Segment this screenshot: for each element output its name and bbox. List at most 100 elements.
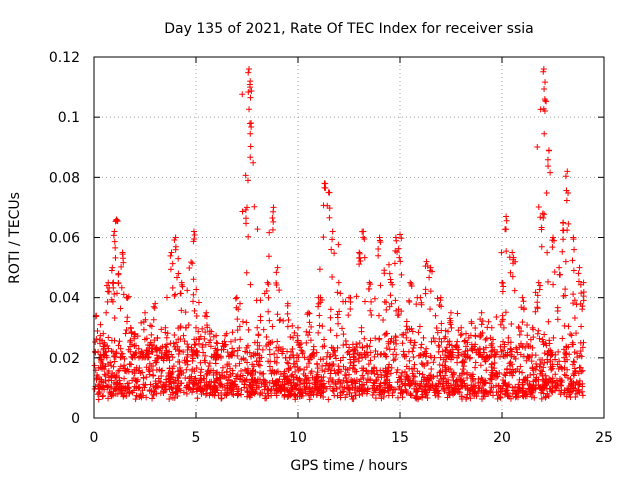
y-tick-label: 0.06	[49, 231, 80, 247]
data-point	[100, 392, 107, 399]
data-point	[477, 316, 484, 323]
data-point	[535, 279, 542, 286]
data-point	[382, 353, 389, 360]
x-axis-label: GPS time / hours	[290, 458, 407, 474]
data-point	[200, 387, 207, 394]
data-point	[515, 323, 522, 330]
data-point	[242, 377, 249, 384]
data-point	[406, 299, 413, 306]
data-point	[340, 388, 347, 395]
data-point	[175, 358, 182, 365]
data-point	[201, 357, 208, 364]
data-point	[327, 306, 334, 313]
data-point	[567, 394, 574, 401]
data-point	[124, 380, 131, 387]
data-point	[243, 220, 250, 227]
data-point	[579, 367, 586, 374]
data-point	[565, 386, 572, 393]
data-point	[349, 365, 356, 372]
data-point	[298, 347, 305, 354]
data-point	[126, 360, 133, 367]
data-point	[438, 320, 445, 327]
data-point	[152, 359, 159, 366]
data-point	[493, 351, 500, 358]
data-point	[150, 372, 157, 379]
data-point	[543, 376, 550, 383]
data-point	[433, 388, 440, 395]
y-tick-labels: 0 0.02 0.04 0.06 0.08 0.1 0.12	[49, 50, 80, 427]
data-point	[575, 270, 582, 277]
data-point	[448, 369, 455, 376]
data-point	[427, 264, 434, 271]
data-point	[103, 352, 110, 359]
data-point	[115, 279, 122, 286]
data-point	[188, 259, 195, 266]
data-point	[139, 387, 146, 394]
x-tick-label: 0	[90, 430, 99, 446]
data-point	[193, 336, 200, 343]
data-point	[401, 368, 408, 375]
data-point	[333, 385, 340, 392]
data-point	[532, 352, 539, 359]
data-point	[266, 351, 273, 358]
data-point	[305, 360, 312, 367]
data-point	[230, 391, 237, 398]
data-point	[255, 332, 262, 339]
data-point	[256, 358, 263, 365]
data-point	[325, 378, 332, 385]
data-point	[459, 359, 466, 366]
data-point	[294, 393, 301, 400]
data-point	[410, 353, 417, 360]
data-point	[205, 363, 212, 370]
data-point	[206, 392, 213, 399]
data-point	[361, 335, 368, 342]
data-point	[339, 325, 346, 332]
data-point	[237, 376, 244, 383]
data-point	[403, 363, 410, 370]
x-tick-label: 25	[595, 430, 613, 446]
data-point	[198, 366, 205, 373]
data-point	[423, 258, 430, 265]
data-point	[285, 317, 292, 324]
data-point	[194, 395, 201, 402]
data-point	[570, 236, 577, 243]
data-point	[473, 393, 480, 400]
data-point	[391, 260, 398, 267]
data-point	[448, 324, 455, 331]
data-point	[196, 385, 203, 392]
data-point	[337, 357, 344, 364]
data-point	[328, 246, 335, 253]
data-point	[367, 337, 374, 344]
data-point	[307, 388, 314, 395]
data-point	[110, 279, 117, 286]
data-point	[325, 396, 332, 403]
data-point	[327, 370, 334, 377]
data-point	[500, 338, 507, 345]
data-point	[178, 307, 185, 314]
data-point	[400, 331, 407, 338]
data-point	[233, 373, 240, 380]
data-point	[519, 381, 526, 388]
data-point	[499, 312, 506, 319]
data-point	[340, 363, 347, 370]
data-point	[104, 288, 111, 295]
data-point	[105, 395, 112, 402]
data-point	[385, 385, 392, 392]
data-point	[133, 384, 140, 391]
data-point	[292, 368, 299, 375]
data-point	[289, 345, 296, 352]
data-point	[293, 358, 300, 365]
data-point	[337, 380, 344, 387]
data-point	[287, 334, 294, 341]
data-point	[454, 310, 461, 317]
data-point	[486, 380, 493, 387]
data-point	[357, 257, 364, 264]
data-point	[444, 394, 451, 401]
data-point	[574, 350, 581, 357]
data-point	[175, 372, 182, 379]
data-point	[464, 347, 471, 354]
data-point	[259, 346, 266, 353]
data-point	[182, 374, 189, 381]
data-point	[114, 217, 121, 224]
data-point	[105, 288, 112, 295]
